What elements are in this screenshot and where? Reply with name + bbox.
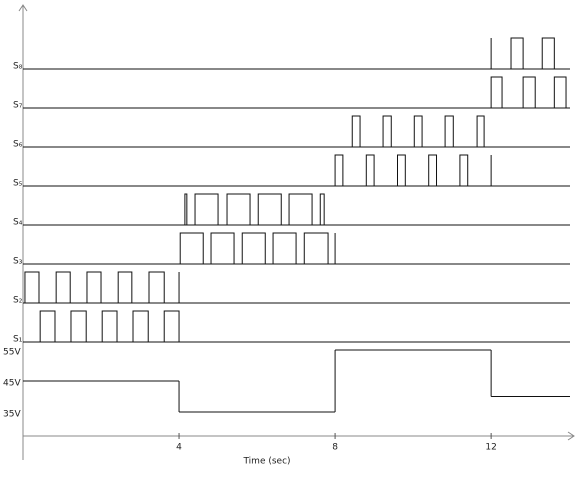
pulse <box>303 232 329 264</box>
lane-label: S₂ <box>13 296 23 306</box>
x-tick-label: 4 <box>176 443 182 453</box>
pulse <box>476 115 485 147</box>
pulse <box>334 154 344 186</box>
lane-label: S₅ <box>13 179 23 189</box>
pulse <box>241 232 266 264</box>
pulse <box>226 193 251 225</box>
pulse <box>351 115 361 147</box>
x-tick-label: 8 <box>332 443 338 453</box>
lane-label: S₇ <box>13 101 23 111</box>
x-axis-label: Time (sec) <box>242 457 290 467</box>
pulse <box>194 193 219 225</box>
pulse <box>101 310 118 342</box>
pulse <box>553 76 567 108</box>
pulse <box>148 271 165 303</box>
lane-label: S₆ <box>13 140 23 150</box>
pulse <box>55 271 71 303</box>
x-axis-arrow <box>567 431 575 441</box>
pulse <box>444 115 454 147</box>
lane-label: S₄ <box>13 218 23 228</box>
pulse <box>541 37 555 69</box>
pulse <box>179 232 204 264</box>
pulse <box>70 310 87 342</box>
pulse <box>428 154 438 186</box>
pulse <box>397 154 406 186</box>
pulse <box>39 310 56 342</box>
pulse <box>459 154 469 186</box>
lane-label: S₈ <box>13 62 23 72</box>
y-tick-label: 55V <box>3 348 21 358</box>
pulse <box>163 310 180 342</box>
pulse <box>257 193 282 225</box>
pulse <box>510 37 524 69</box>
pulse <box>413 115 423 147</box>
pulse <box>272 232 297 264</box>
pulse <box>184 193 188 225</box>
x-tick-label: 12 <box>485 443 496 453</box>
pulse <box>490 76 503 108</box>
pulse <box>210 232 235 264</box>
pulse <box>365 154 375 186</box>
y-tick-label: 45V <box>3 379 21 389</box>
pulse <box>522 76 536 108</box>
pulse <box>382 115 392 147</box>
pulse <box>24 271 40 303</box>
pulse <box>117 271 133 303</box>
pulse <box>319 193 325 225</box>
y-tick-label: 35V <box>3 410 21 420</box>
pulse <box>86 271 102 303</box>
lane-label: S₃ <box>13 257 23 267</box>
y-axis-arrow <box>18 4 28 12</box>
pulse <box>288 193 313 225</box>
pulse <box>132 310 149 342</box>
lane-label: S₁ <box>13 335 23 345</box>
